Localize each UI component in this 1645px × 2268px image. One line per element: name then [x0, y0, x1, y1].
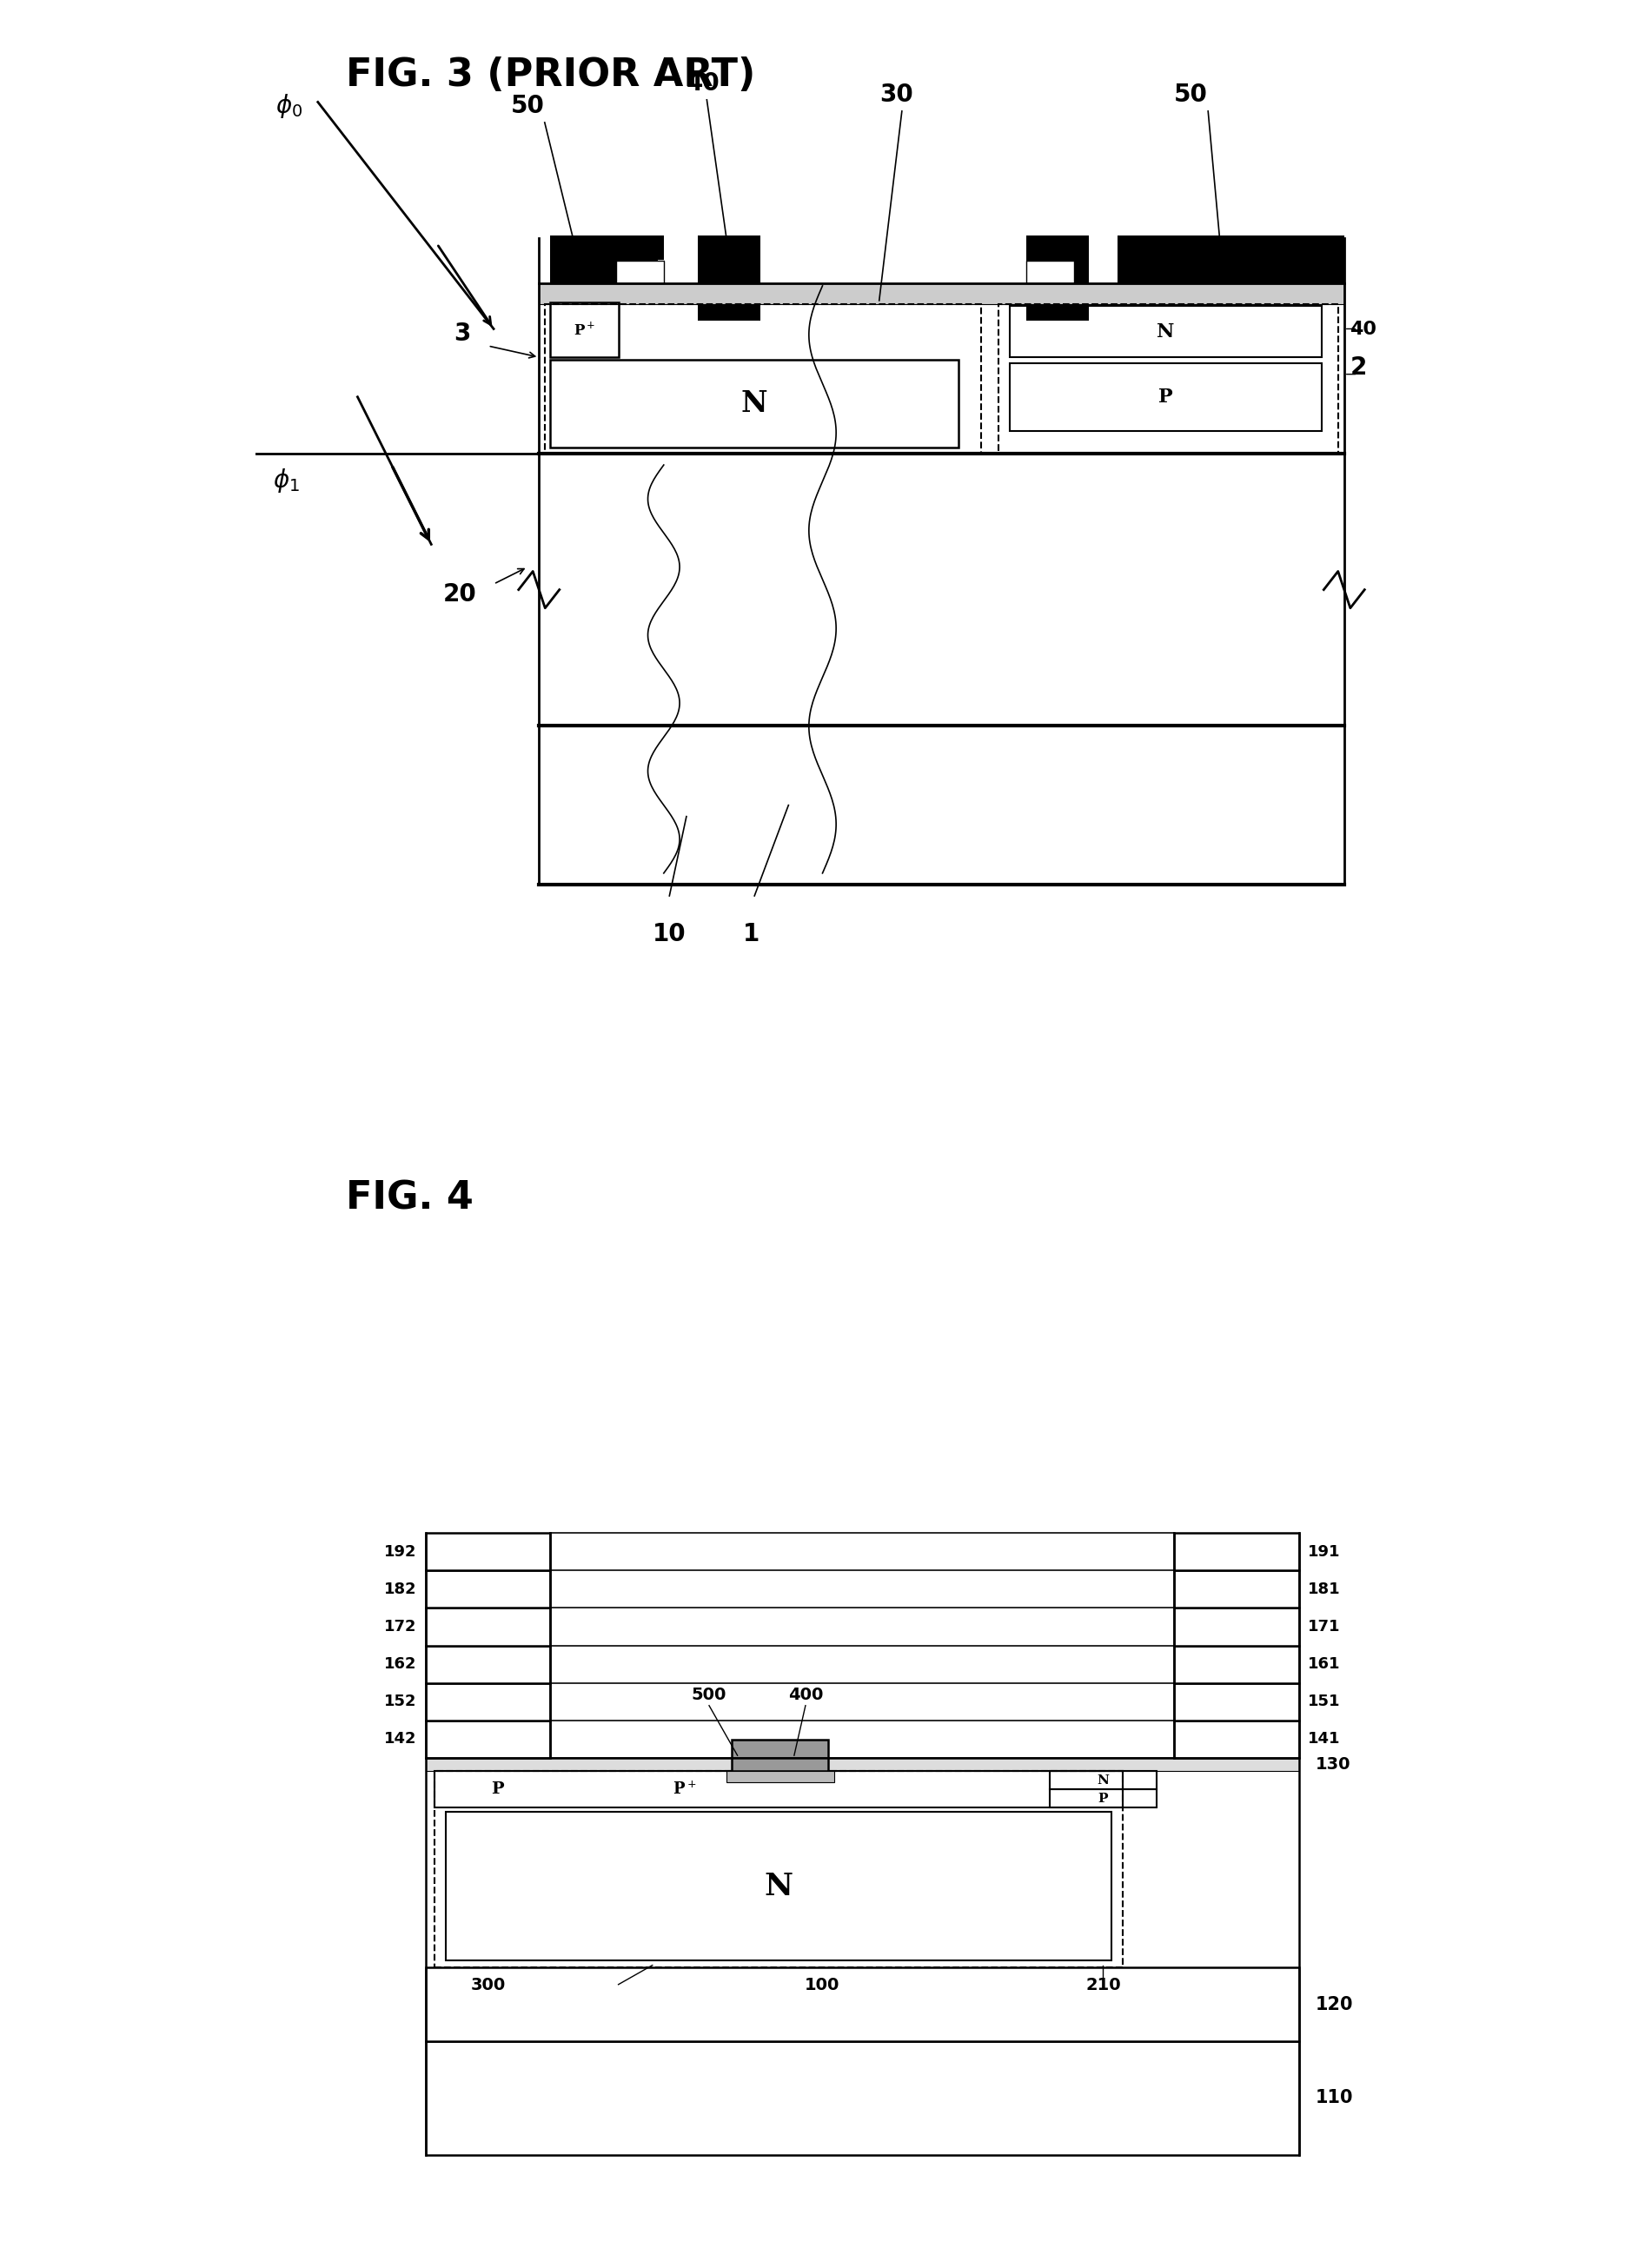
Text: $\phi_0$: $\phi_0$ — [276, 93, 303, 120]
Text: FIG. 4: FIG. 4 — [345, 1179, 474, 1216]
Text: 181: 181 — [1308, 1581, 1341, 1597]
Text: N: N — [742, 390, 768, 417]
Text: 40: 40 — [1351, 320, 1377, 338]
Bar — [617, 261, 663, 284]
Bar — [1050, 1789, 1156, 1808]
Bar — [426, 2041, 1300, 2155]
Text: 300: 300 — [470, 1978, 505, 1994]
Text: 2: 2 — [1351, 356, 1367, 379]
Text: FIG. 3 (PRIOR ART): FIG. 3 (PRIOR ART) — [345, 57, 755, 93]
Text: P: P — [1158, 388, 1173, 406]
Text: 100: 100 — [804, 1978, 841, 1994]
Bar — [1175, 1647, 1300, 1683]
Text: 500: 500 — [691, 1687, 727, 1703]
Text: 151: 151 — [1308, 1694, 1341, 1710]
Text: 182: 182 — [383, 1581, 416, 1597]
Text: P$^+$: P$^+$ — [673, 1780, 696, 1799]
Text: 171: 171 — [1308, 1619, 1341, 1635]
Bar — [1175, 1533, 1300, 1569]
Text: 192: 192 — [383, 1545, 416, 1560]
Text: N: N — [1156, 322, 1175, 340]
Bar — [551, 358, 959, 447]
Bar — [540, 284, 1344, 304]
Text: 130: 130 — [1316, 1755, 1351, 1774]
Bar — [999, 304, 1339, 454]
Text: 162: 162 — [383, 1656, 416, 1672]
Text: 50: 50 — [1175, 84, 1207, 107]
Text: 40: 40 — [686, 73, 721, 95]
Text: 30: 30 — [878, 84, 913, 107]
Text: 161: 161 — [1308, 1656, 1341, 1672]
Bar — [551, 302, 619, 356]
Bar — [426, 1533, 551, 1569]
Bar — [426, 1647, 551, 1683]
Text: 1: 1 — [744, 923, 760, 946]
Bar — [1010, 306, 1321, 356]
Bar — [434, 1771, 1124, 1966]
Text: 142: 142 — [383, 1730, 416, 1746]
Bar — [1026, 236, 1089, 284]
Text: $\phi_1$: $\phi_1$ — [273, 467, 299, 494]
Bar — [697, 304, 760, 320]
Text: 50: 50 — [510, 95, 544, 118]
Text: 172: 172 — [383, 1619, 416, 1635]
Bar — [1050, 1771, 1156, 1789]
Bar — [658, 259, 693, 284]
Bar — [697, 236, 760, 284]
Bar — [1175, 1719, 1300, 1758]
Text: 210: 210 — [1086, 1978, 1120, 1994]
Text: 141: 141 — [1308, 1730, 1341, 1746]
Bar — [426, 1758, 1300, 1771]
Text: P$^+$: P$^+$ — [574, 322, 595, 338]
Bar — [1117, 236, 1344, 284]
Bar — [426, 1719, 551, 1758]
Text: 10: 10 — [653, 923, 686, 946]
Text: 152: 152 — [383, 1694, 416, 1710]
Bar — [426, 1569, 551, 1608]
Text: N: N — [1097, 1774, 1109, 1787]
Bar — [544, 304, 982, 454]
Text: 191: 191 — [1308, 1545, 1341, 1560]
Bar — [426, 1966, 1300, 2041]
Text: 400: 400 — [788, 1687, 822, 1703]
Bar — [426, 1683, 551, 1719]
Bar — [426, 1608, 551, 1647]
Bar — [551, 236, 663, 284]
Bar — [732, 1740, 827, 1771]
Text: 3: 3 — [454, 322, 470, 345]
Text: N: N — [765, 1871, 793, 1901]
Bar — [725, 1771, 834, 1783]
Bar — [1026, 304, 1089, 320]
Text: 120: 120 — [1316, 1996, 1354, 2014]
Bar — [1026, 261, 1074, 284]
Bar — [1010, 363, 1321, 431]
Bar — [434, 1771, 1124, 1808]
Text: 110: 110 — [1316, 2089, 1354, 2107]
Text: P: P — [492, 1783, 503, 1796]
Text: 20: 20 — [443, 583, 477, 606]
Bar — [1175, 1608, 1300, 1647]
Bar — [446, 1812, 1112, 1960]
Bar — [1175, 1683, 1300, 1719]
Bar — [1175, 1569, 1300, 1608]
Text: P: P — [1099, 1792, 1109, 1805]
